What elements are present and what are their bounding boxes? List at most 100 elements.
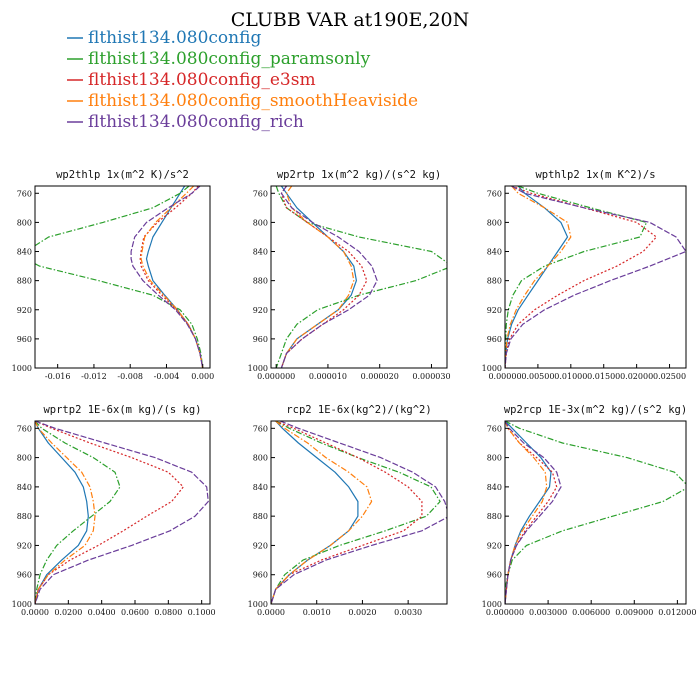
x-tick-label: 0.00000 [488, 372, 521, 381]
series-line [139, 186, 204, 368]
legend-entry: flthist134.080config_rich [67, 112, 304, 132]
x-tick-label: 0.000000 [486, 608, 524, 617]
y-tick-label: 880 [253, 277, 268, 286]
y-tick-label: 1000 [248, 364, 268, 373]
x-tick-label: 0.000030 [412, 372, 450, 381]
series-line [35, 421, 209, 604]
series-line [271, 421, 441, 604]
panel-title: wpthlp2 1x(m K^2)/s [535, 169, 655, 181]
legend-entry: flthist134.080config_smoothHeaviside [67, 91, 418, 111]
y-tick-label: 920 [253, 306, 268, 315]
panel-title: wp2rtp 1x(m^2 kg)/(s^2 kg) [277, 169, 441, 181]
x-tick-label: 0.01000 [554, 372, 587, 381]
panel-title: rcp2 1E-6x(kg^2)/(kg^2) [286, 404, 431, 416]
y-tick-label: 840 [17, 248, 32, 257]
y-tick-label: 880 [17, 512, 32, 521]
x-tick-label: -0.008 [117, 372, 143, 381]
legend-label: flthist134.080config [88, 28, 261, 48]
series-line [271, 421, 423, 604]
series-line [271, 421, 373, 604]
series-line [35, 186, 204, 368]
y-tick-label: 960 [487, 335, 502, 344]
chart-panel: wp2rtp 1x(m^2 kg)/(s^2 kg) 760 800 840 880 92… [248, 169, 451, 381]
series-line [280, 186, 355, 368]
x-tick-label: -0.004 [154, 372, 180, 381]
chart-panel: wp2thlp 1x(m^2 K)/s^2 760 800 840 880 920 960 1… [12, 169, 215, 381]
y-tick-label: 840 [487, 483, 502, 492]
x-tick-label: 0.006000 [572, 608, 610, 617]
chart-panel: wprtp2 1E-6x(m kg)/(s kg) 760 800 840 880 920… [12, 404, 216, 617]
x-tick-label: 0.003000 [529, 608, 567, 617]
y-tick-label: 800 [487, 454, 502, 463]
y-tick-label: 880 [253, 512, 268, 521]
plot-area [505, 186, 686, 368]
x-tick-label: 0.000000 [257, 372, 295, 381]
x-tick-label: 0.0030 [394, 608, 422, 617]
legend: flthist134.080configflthist134.080config… [67, 28, 418, 132]
y-tick-label: 1000 [12, 600, 32, 609]
x-tick-label: 0.01500 [587, 372, 620, 381]
plot-area [271, 421, 447, 604]
x-tick-label: 0.000020 [361, 372, 399, 381]
x-tick-label: 0.02500 [653, 372, 686, 381]
plot-area [275, 186, 447, 368]
y-tick-label: 880 [17, 277, 32, 286]
series-line [130, 186, 204, 368]
legend-label: flthist134.080config_smoothHeaviside [88, 91, 418, 111]
legend-label: flthist134.080config_paramsonly [88, 49, 371, 69]
y-tick-label: 760 [17, 189, 32, 198]
panel-title: wp2thlp 1x(m^2 K)/s^2 [56, 169, 189, 181]
x-tick-label: 0.0000 [257, 608, 285, 617]
legend-entry: flthist134.080config [67, 28, 261, 48]
series-line [35, 421, 96, 604]
x-tick-label: 0.0800 [154, 608, 182, 617]
y-tick-label: 800 [253, 454, 268, 463]
series-line [505, 421, 548, 604]
x-tick-label: 0.0600 [121, 608, 149, 617]
legend-label: flthist134.080config_e3sm [88, 70, 316, 90]
x-tick-label: 0.000010 [309, 372, 347, 381]
y-tick-label: 760 [487, 189, 502, 198]
y-tick-label: 800 [17, 218, 32, 227]
legend-entry: flthist134.080config_paramsonly [67, 49, 371, 69]
chart-panel: wpthlp2 1x(m K^2)/s 760 800 840 880 920 960 100… [482, 169, 687, 381]
y-tick-label: 960 [253, 335, 268, 344]
series-line [271, 421, 447, 604]
plot-area [35, 186, 204, 368]
y-tick-label: 960 [17, 335, 32, 344]
x-tick-label: 0.0200 [54, 608, 82, 617]
series-line [505, 421, 552, 604]
panel-title: wp2rcp 1E-3x(m^2 kg)/(s^2 kg) [504, 404, 687, 416]
y-tick-label: 1000 [482, 600, 502, 609]
x-tick-label: 0.0000 [21, 608, 49, 617]
x-tick-label: 0.1000 [188, 608, 216, 617]
x-tick-label: -0.016 [45, 372, 71, 381]
series-line [35, 421, 89, 604]
y-tick-label: 920 [253, 541, 268, 550]
y-tick-label: 760 [253, 424, 268, 433]
chart-panel: wp2rcp 1E-3x(m^2 kg)/(s^2 kg)760 800 840 88… [482, 404, 697, 617]
plot-frame [504, 185, 687, 369]
x-tick-label: 0.012000 [658, 608, 696, 617]
y-tick-label: 840 [487, 248, 502, 257]
y-tick-label: 1000 [12, 364, 32, 373]
y-tick-label: 920 [487, 541, 502, 550]
series-line [140, 186, 204, 368]
x-tick-label: 0.0400 [88, 608, 116, 617]
x-tick-label: 0.0010 [303, 608, 331, 617]
series-line [505, 186, 648, 368]
plot-frame [270, 420, 448, 605]
y-tick-label: 800 [487, 218, 502, 227]
y-tick-label: 920 [487, 306, 502, 315]
legend-entry: flthist134.080config_e3sm [67, 70, 316, 90]
y-tick-label: 1000 [482, 364, 502, 373]
legend-label: flthist134.080config_rich [88, 112, 304, 132]
y-tick-label: 880 [487, 512, 502, 521]
plot-area [35, 421, 209, 604]
y-tick-label: 840 [253, 483, 268, 492]
series-line [145, 186, 204, 368]
panel-title: wprtp2 1E-6x(m kg)/(s kg) [43, 404, 201, 416]
chart-panel: rcp2 1E-6x(kg^2)/(kg^2) 760 800 840 880 920 96… [248, 404, 448, 617]
y-tick-label: 920 [17, 306, 32, 315]
plot-frame [504, 420, 687, 605]
